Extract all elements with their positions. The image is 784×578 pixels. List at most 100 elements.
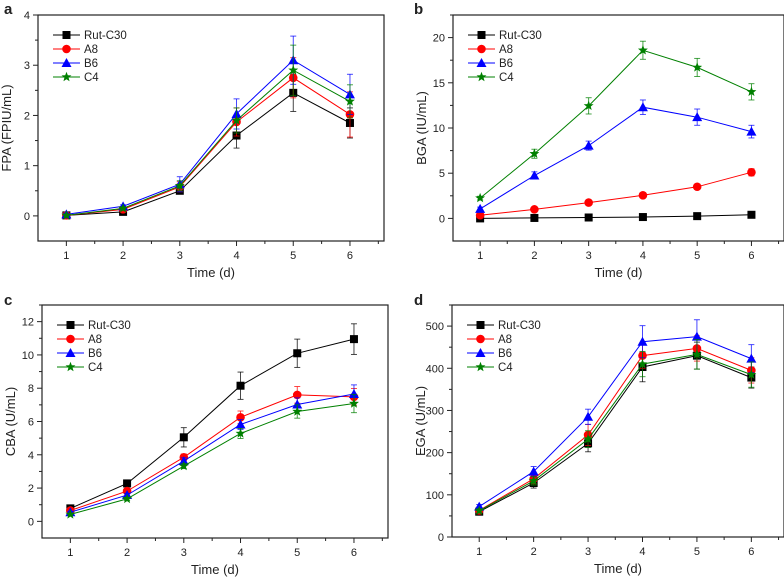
x-tick-label: 2 — [531, 250, 537, 262]
y-tick-label: 1 — [24, 161, 30, 173]
data-point — [178, 460, 189, 471]
x-tick-label: 2 — [120, 250, 126, 262]
series-line — [66, 59, 351, 215]
x-tick-label: 3 — [181, 547, 187, 559]
y-tick-label: 10 — [22, 350, 34, 362]
data-point — [692, 182, 702, 192]
panel-label: c — [4, 292, 12, 309]
legend-label: A8 — [88, 334, 102, 346]
data-point — [583, 411, 594, 421]
legend-marker — [476, 321, 485, 329]
series-rut-c30: Rut-C30 — [57, 320, 358, 513]
panel-label: b — [414, 1, 423, 18]
legend-label: Rut-C30 — [498, 320, 541, 332]
data-point — [692, 112, 703, 122]
x-tick-label: 2 — [124, 547, 130, 559]
data-point — [746, 126, 757, 136]
data-point — [235, 419, 246, 429]
y-axis-title: BGA (IU/mL) — [414, 91, 429, 165]
data-point — [746, 353, 757, 363]
legend-label: A8 — [84, 44, 98, 56]
legend-marker — [65, 348, 76, 357]
series-c4: C4 — [57, 361, 359, 519]
y-tick-label: 8 — [28, 383, 34, 395]
data-point — [637, 336, 648, 346]
legend-marker — [475, 348, 486, 357]
data-point — [530, 213, 539, 222]
legend-marker — [66, 321, 75, 329]
panel-label: a — [4, 1, 13, 18]
plot-frame — [37, 14, 385, 242]
x-tick-label: 4 — [237, 547, 243, 559]
panel-d: d 1 2 3 4 5 6 0 100 200 300 400 500 Time (d) EGA (U/mL… — [413, 292, 784, 576]
x-tick-label: 1 — [476, 546, 482, 558]
data-point — [123, 479, 132, 488]
legend-label: C4 — [88, 362, 103, 374]
data-point — [528, 475, 539, 486]
data-point — [235, 428, 246, 438]
y-tick-label: 3 — [24, 60, 30, 72]
series-line — [70, 338, 355, 509]
y-axis-title: CBA (U/mL) — [3, 387, 18, 456]
y-tick-label: 12 — [22, 317, 34, 329]
data-point — [638, 191, 648, 200]
y-tick-label: 10 — [433, 123, 445, 135]
x-tick-label: 4 — [233, 250, 239, 262]
legend-marker — [65, 361, 76, 372]
data-point — [638, 213, 647, 222]
series-line — [479, 49, 752, 199]
x-tick-label: 5 — [694, 546, 700, 558]
data-point — [345, 96, 355, 106]
series-line — [478, 347, 752, 511]
x-tick-label: 5 — [294, 547, 300, 559]
x-axis-title: Time (d) — [187, 265, 235, 280]
y-axis-title: FPA (FPIU/mL) — [0, 84, 14, 171]
x-tick-label: 1 — [67, 547, 73, 559]
series-line — [70, 394, 355, 511]
y-tick-label: 2 — [24, 110, 30, 122]
series-line — [66, 77, 351, 216]
data-point — [583, 433, 594, 444]
x-tick-label: 4 — [640, 250, 646, 262]
data-point — [746, 369, 757, 379]
legend-marker — [476, 334, 485, 344]
y-tick-label: 400 — [426, 363, 444, 375]
series-line — [480, 171, 752, 216]
series-c4: C4 — [53, 44, 355, 220]
legend-marker — [476, 71, 487, 82]
legend-label: C4 — [84, 72, 99, 84]
legend-label: B6 — [88, 348, 102, 360]
series-a8: A8 — [53, 44, 355, 220]
data-point — [65, 509, 76, 519]
x-tick-label: 4 — [639, 546, 645, 558]
data-point — [747, 210, 756, 219]
x-tick-label: 2 — [531, 546, 537, 558]
data-point — [692, 62, 703, 72]
x-tick-label: 5 — [694, 250, 700, 262]
data-point — [122, 493, 133, 504]
data-point — [61, 210, 72, 220]
series-line — [70, 403, 355, 515]
series-b6: B6 — [468, 58, 757, 213]
series-b6: B6 — [53, 35, 355, 219]
panel-b: b 1 2 3 4 5 6 0 5 10 15 20 Time (d) BGA (IU/mL) Rut-C3… — [414, 1, 784, 280]
legend-marker — [61, 58, 72, 67]
legend-label: Rut-C30 — [88, 320, 131, 332]
y-axis-title: EGA (U/mL) — [413, 386, 428, 456]
data-point — [584, 198, 593, 207]
x-axis-title: Time (d) — [594, 561, 642, 576]
series-line — [478, 355, 752, 513]
data-point — [583, 100, 594, 111]
legend-label: A8 — [498, 334, 512, 346]
y-tick-label: 0 — [28, 516, 34, 528]
plot-frame — [451, 304, 784, 538]
legend-marker — [61, 71, 72, 82]
data-point — [178, 456, 189, 466]
legend-label: B6 — [84, 58, 98, 70]
data-point — [529, 170, 540, 180]
legend-label: B6 — [498, 348, 512, 360]
x-tick-label: 1 — [63, 250, 69, 262]
data-point — [475, 203, 486, 213]
legend-marker — [477, 44, 486, 54]
series-line — [478, 353, 752, 512]
